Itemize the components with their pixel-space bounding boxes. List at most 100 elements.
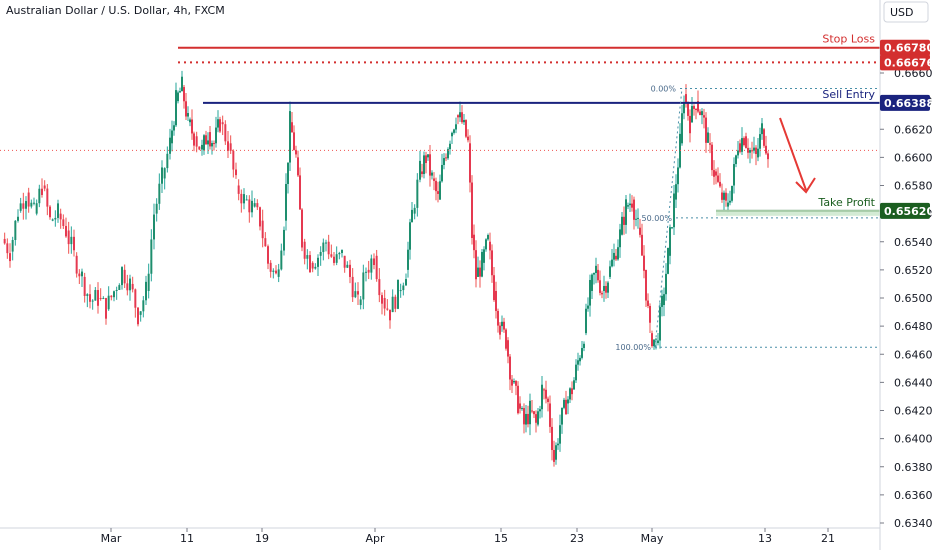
- candle-body: [743, 138, 745, 146]
- candle-body: [703, 115, 705, 118]
- candle-body: [713, 170, 715, 177]
- candle-body: [749, 150, 751, 153]
- candle-body: [383, 298, 386, 309]
- candle-body: [469, 143, 471, 183]
- candle-body: [35, 203, 38, 214]
- candle-body: [142, 300, 145, 312]
- x-tick-label: 23: [570, 532, 584, 545]
- candle-body: [637, 217, 639, 219]
- candle-body: [147, 273, 150, 291]
- candle-body: [243, 194, 245, 204]
- price-tag-label: 0.66780: [884, 42, 932, 55]
- candle-body: [435, 180, 437, 192]
- candle-body: [589, 279, 591, 306]
- candle-body: [43, 185, 46, 189]
- candle-body: [707, 132, 709, 143]
- candle-body: [735, 155, 737, 165]
- candle-body: [224, 124, 227, 142]
- candle-body: [485, 239, 487, 250]
- candle-body: [333, 256, 335, 263]
- candle-body: [733, 164, 735, 186]
- take-profit-band: [716, 209, 880, 216]
- candle-body: [378, 279, 381, 296]
- candle-body: [607, 282, 609, 293]
- price-tag-label: 0.65620: [884, 205, 932, 218]
- candle-body: [6, 243, 9, 254]
- candle-body: [73, 236, 75, 251]
- candle-body: [427, 154, 429, 158]
- candle-body: [191, 119, 193, 134]
- candle-body: [205, 135, 207, 145]
- candle-body: [115, 290, 118, 292]
- candle-body: [317, 257, 319, 267]
- candle-body: [129, 278, 131, 291]
- candle-body: [309, 255, 311, 273]
- candle-body: [171, 130, 173, 144]
- candle-body: [3, 238, 6, 244]
- candle-body: [623, 216, 625, 225]
- candle-body: [161, 167, 163, 184]
- candle-body: [397, 279, 399, 309]
- candle-body: [535, 414, 537, 423]
- candle-body: [341, 250, 343, 254]
- candle-body: [139, 311, 142, 315]
- candle-body: [423, 155, 425, 175]
- candle-body: [547, 398, 549, 402]
- candle-body: [209, 132, 211, 147]
- candle-body: [549, 403, 551, 427]
- candle-body: [416, 179, 419, 208]
- candle-body: [269, 262, 272, 272]
- level-label: Sell Entry: [822, 88, 875, 101]
- candle-body: [65, 225, 67, 237]
- candle-body: [187, 113, 189, 117]
- candle-body: [251, 200, 253, 213]
- candle-body: [687, 102, 689, 116]
- candle-body: [183, 87, 185, 102]
- level-label: Take Profit: [817, 196, 875, 209]
- candle-body: [409, 222, 411, 250]
- candle-body: [240, 193, 243, 204]
- candle-body: [365, 271, 367, 273]
- candle-body: [110, 295, 113, 298]
- candle-body: [551, 426, 553, 450]
- candle-body: [181, 76, 183, 92]
- candle-body: [565, 399, 567, 415]
- candle-body: [126, 283, 129, 291]
- candle-body: [767, 153, 769, 160]
- candle-body: [107, 295, 110, 310]
- candle-body: [691, 106, 693, 123]
- candle-body: [245, 199, 248, 201]
- candle-body: [41, 188, 43, 195]
- candle-body: [625, 199, 627, 225]
- candle-body: [102, 298, 105, 300]
- time-axis[interactable]: Mar 11 19 Apr 15 23 May 13 21: [101, 528, 835, 545]
- candle-body: [394, 296, 397, 309]
- candle-body: [715, 171, 717, 176]
- candle-body: [150, 239, 153, 274]
- currency-box[interactable]: [883, 1, 929, 23]
- candle-body: [299, 175, 301, 210]
- candle-body: [629, 203, 631, 206]
- candle-body: [367, 269, 370, 273]
- price-tag-label: 0.66676: [884, 56, 932, 69]
- candle-body: [609, 266, 611, 277]
- candle-body: [75, 255, 78, 274]
- candle-body: [221, 122, 224, 125]
- candle-body: [359, 299, 362, 306]
- candle-body: [697, 101, 699, 112]
- candle-body: [645, 269, 647, 301]
- candle-body: [330, 254, 333, 257]
- candle-body: [593, 272, 595, 275]
- candle-body: [237, 185, 240, 194]
- candle-body: [248, 199, 251, 213]
- candle-body: [677, 167, 679, 185]
- candle-body: [46, 188, 49, 207]
- candle-body: [537, 411, 539, 425]
